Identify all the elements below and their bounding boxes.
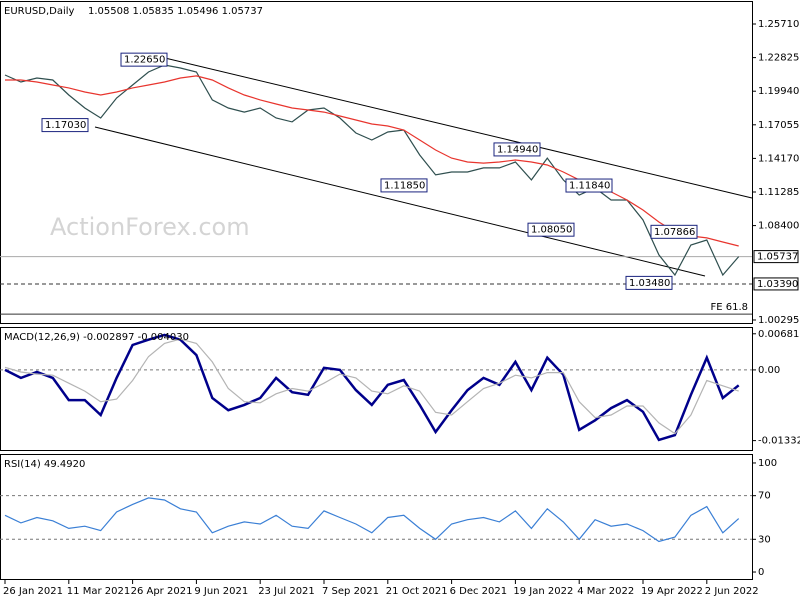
x-tick-label: 23 Jul 2021 — [258, 586, 315, 597]
y-tick-label: 1.00295 — [758, 315, 799, 326]
pivot-box — [625, 275, 673, 290]
price-tag — [753, 250, 799, 264]
fe-label: FE 61.8 — [710, 302, 748, 313]
channel-upper — [164, 57, 753, 199]
x-tick-label: 26 Apr 2021 — [131, 586, 193, 597]
pivot-box — [493, 142, 541, 157]
price-tag-label: 1.05737 — [757, 252, 798, 263]
y-tick-label: -0.013329 — [758, 436, 800, 447]
x-tick-label: 7 Sep 2021 — [322, 586, 379, 597]
pivot-label: 1.07866 — [654, 227, 695, 238]
pivot-box — [650, 224, 698, 239]
x-tick-label: 11 Mar 2021 — [67, 586, 130, 597]
pivot-label: 1.11850 — [384, 180, 425, 191]
y-tick-label: 0.00681 — [758, 329, 799, 340]
macd-panel — [0, 327, 753, 451]
y-tick-label: 1.25710 — [758, 19, 799, 30]
price-panel — [0, 1, 753, 324]
y-tick-label: 1.14170 — [758, 153, 799, 164]
pivot-box — [120, 52, 168, 67]
watermark: ActionForex.com — [50, 213, 250, 241]
pivot-box — [380, 178, 428, 193]
pivot-label: 1.14940 — [497, 144, 538, 155]
pivot-label: 1.03480 — [629, 278, 670, 289]
x-tick-label: 9 Jun 2021 — [194, 586, 248, 597]
series-line — [4, 333, 740, 442]
y-tick-label: 1.22825 — [758, 53, 799, 64]
y-tick-label: 1.19940 — [758, 86, 799, 97]
y-tick-label: 0 — [758, 567, 764, 578]
pivot-label: 1.08050 — [531, 225, 572, 236]
x-tick-label: 26 Jan 2021 — [3, 586, 63, 597]
panel-title: MACD(12,26,9) -0.002897 -0.004030 — [4, 332, 189, 343]
y-tick-label: 0.00 — [758, 365, 780, 376]
price-tag-label: 1.03390 — [757, 279, 798, 290]
x-tick-label: 6 Dec 2021 — [450, 586, 508, 597]
series-line — [4, 64, 740, 277]
y-tick-label: 70 — [758, 491, 771, 502]
y-tick-label: 1.17055 — [758, 120, 799, 131]
pivot-box — [565, 178, 613, 193]
y-tick-label: 30 — [758, 534, 771, 545]
x-tick-label: 19 Apr 2022 — [641, 586, 703, 597]
rsi-panel — [0, 454, 753, 580]
pivot-box — [527, 222, 575, 237]
y-tick-label: 1.11285 — [758, 187, 799, 198]
panel-title: RSI(14) 49.4920 — [4, 459, 85, 470]
panel-quote: 1.05508 1.05835 1.05496 1.05737 — [88, 6, 263, 17]
x-tick-label: 19 Jan 2022 — [513, 586, 573, 597]
x-tick-label: 4 Mar 2022 — [577, 586, 634, 597]
channel-lower — [94, 126, 706, 277]
series-line — [5, 75, 739, 247]
y-tick-label: 100 — [758, 458, 777, 469]
pivot-label: 1.17030 — [45, 120, 86, 131]
price-tag — [753, 277, 799, 291]
x-tick-label: 2 Jun 2022 — [705, 586, 759, 597]
x-tick-label: 21 Oct 2021 — [386, 586, 448, 597]
pivot-box — [41, 118, 89, 133]
panel-title: EURUSD,Daily — [4, 6, 75, 17]
pivot-label: 1.11840 — [569, 181, 610, 192]
series-line — [4, 338, 739, 435]
y-tick-label: 1.08400 — [758, 221, 799, 232]
series-line — [4, 497, 740, 543]
pivot-label: 1.22650 — [124, 55, 165, 66]
